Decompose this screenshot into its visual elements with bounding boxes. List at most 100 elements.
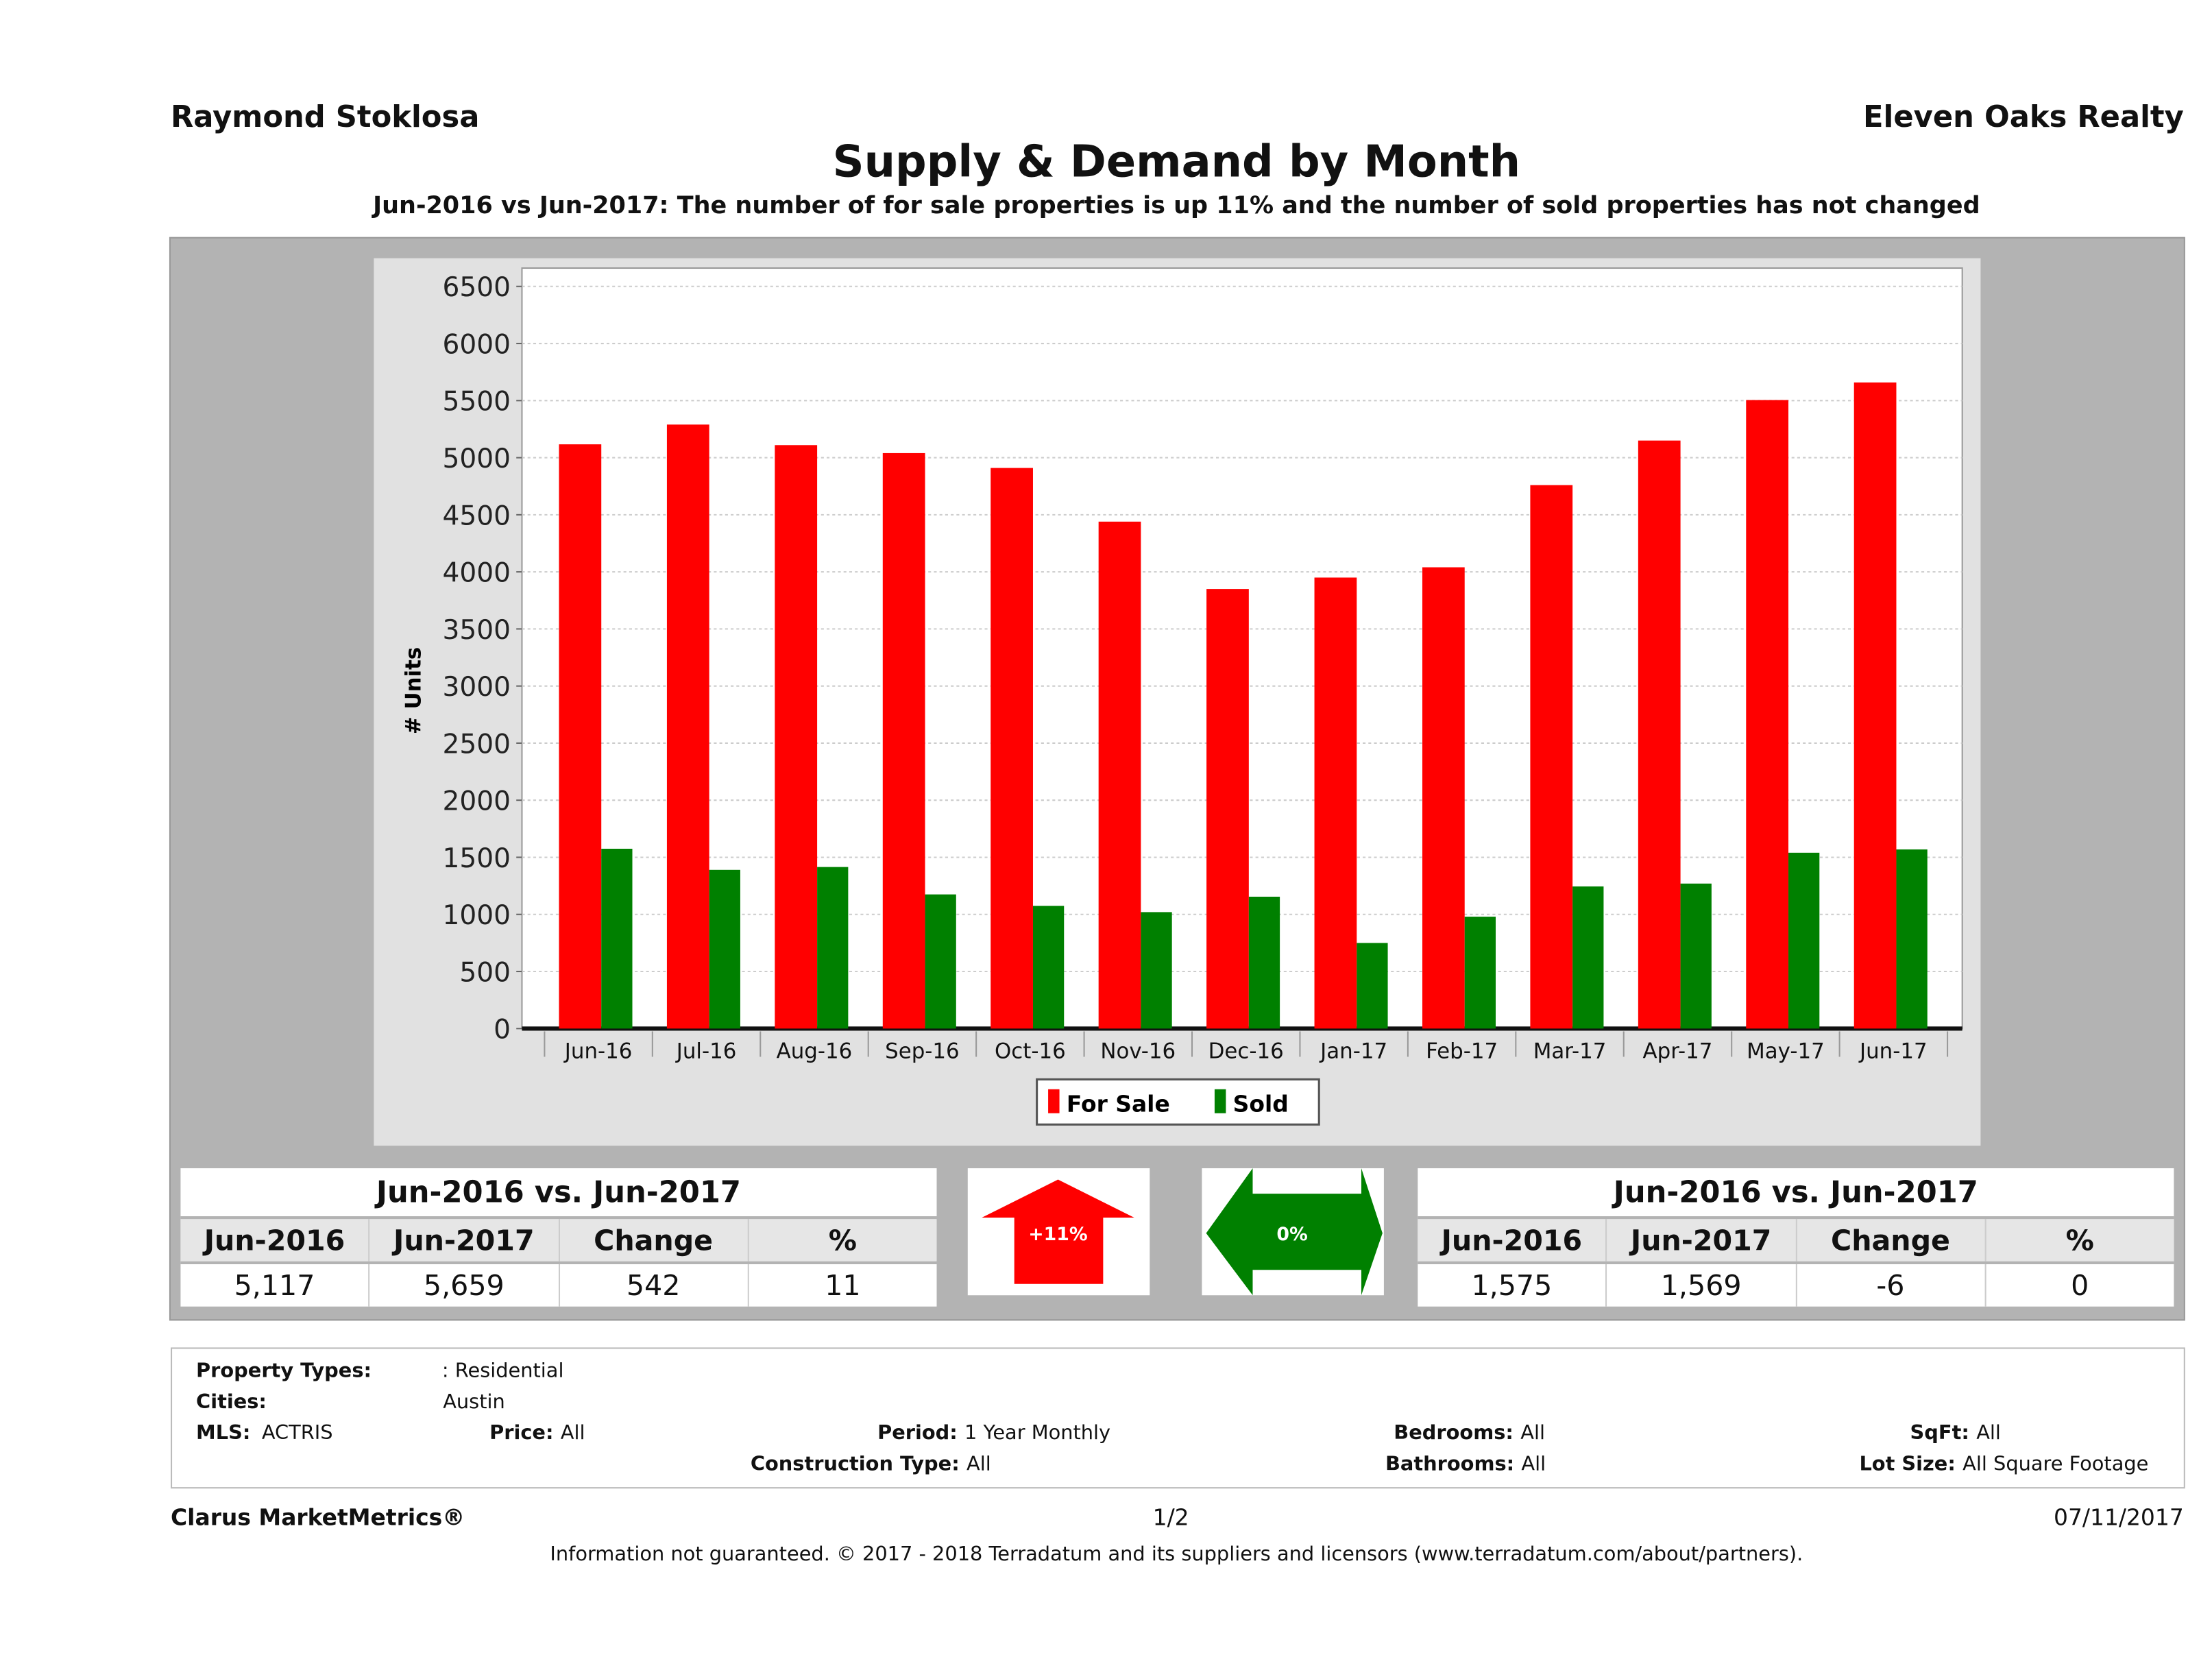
mls-label: MLS:: [196, 1422, 251, 1445]
for-sale-table-title: Jun-2016 vs. Jun-2017: [376, 1175, 741, 1209]
lot-size-value: All Square Footage: [1962, 1453, 2149, 1476]
value-cell: 5,659: [370, 1264, 559, 1307]
cities-value: Austin: [443, 1391, 505, 1414]
price-label: Price:: [489, 1422, 554, 1445]
cities-label: Cities:: [196, 1391, 267, 1414]
bar-for-sale: [775, 445, 818, 1029]
sqft-value: All: [1976, 1422, 2001, 1445]
header-cell: Jun-2016: [180, 1219, 370, 1261]
bar-sold: [925, 894, 956, 1029]
bedrooms-label: Bedrooms:: [1394, 1422, 1514, 1445]
sqft-label: SqFt:: [1910, 1422, 1969, 1445]
x-tick-label: Mar-17: [1533, 1039, 1607, 1064]
header-cell: Jun-2017: [370, 1219, 559, 1261]
value-cell: 542: [559, 1264, 749, 1307]
header-cell: Jun-2017: [1607, 1219, 1797, 1261]
bar-for-sale: [1638, 440, 1681, 1029]
property-types-label: Property Types:: [196, 1360, 372, 1383]
sold-table: Jun-2016 vs. Jun-2017 Jun-2016 Jun-2017 …: [1418, 1168, 2174, 1307]
property-types-value: : Residential: [441, 1360, 564, 1383]
y-tick-label: 2000: [442, 786, 511, 817]
x-tick-label: Dec-16: [1208, 1039, 1284, 1064]
sold-table-title: Jun-2016 vs. Jun-2017: [1613, 1175, 1978, 1209]
x-tick-label: May-17: [1747, 1039, 1825, 1064]
value-cell: -6: [1797, 1264, 1986, 1307]
construction-label: Construction Type:: [750, 1453, 960, 1476]
bar-sold: [1032, 906, 1065, 1029]
mls-value: ACTRIS: [261, 1422, 333, 1445]
bar-for-sale: [882, 452, 925, 1029]
x-tick-label: Nov-16: [1100, 1039, 1176, 1064]
filter-criteria-box: Property Types: : Residential Cities: Aust…: [171, 1347, 2185, 1489]
bar-for-sale: [1422, 567, 1465, 1029]
y-tick-label: 3500: [442, 615, 511, 646]
x-tick-label: Jan-17: [1319, 1039, 1387, 1064]
bar-sold: [1141, 912, 1172, 1029]
bar-for-sale: [666, 424, 709, 1029]
value-cell: 1,569: [1607, 1264, 1797, 1307]
x-tick-label: Jun-17: [1858, 1039, 1928, 1064]
y-tick-label: 5500: [442, 387, 511, 418]
construction-filter: Construction Type: All: [751, 1453, 991, 1476]
y-tick-label: 2500: [442, 729, 511, 760]
property-types-filter: Property Types: : Residential: [196, 1360, 563, 1383]
bar-sold: [817, 867, 849, 1029]
x-tick-label: Feb-17: [1426, 1039, 1498, 1064]
for-sale-change-label: +11%: [1028, 1224, 1087, 1245]
bar-for-sale: [1530, 485, 1573, 1029]
y-tick-label: 5000: [442, 444, 511, 474]
bathrooms-value: All: [1521, 1453, 1546, 1476]
x-tick-label: Sep-16: [885, 1039, 960, 1064]
period-filter: Period: 1 Year Monthly: [877, 1422, 1110, 1445]
bar-sold: [1896, 849, 1928, 1029]
bar-sold: [1248, 896, 1280, 1029]
lot-size-filter: Lot Size: All Square Footage: [1859, 1453, 2148, 1476]
x-tick-label: Oct-16: [995, 1039, 1066, 1064]
value-cell: 0: [2071, 1268, 2089, 1303]
value-cell: 1,575: [1418, 1264, 1607, 1307]
bar-sold: [709, 869, 740, 1029]
sqft-filter: SqFt: All: [1910, 1422, 2001, 1445]
header-cell: %: [828, 1223, 858, 1257]
bathrooms-filter: Bathrooms: All: [1385, 1453, 1546, 1476]
bar-for-sale: [1854, 382, 1897, 1029]
legend-box: [1036, 1078, 1320, 1126]
product-name: Clarus MarketMetrics®: [171, 1503, 465, 1531]
x-tick-label: Aug-16: [777, 1039, 853, 1064]
mls-filter: MLS: ACTRIS: [196, 1422, 333, 1445]
y-tick-label: 6000: [442, 329, 511, 360]
x-tick-label: Jul-16: [675, 1039, 737, 1064]
bar-sold: [1572, 886, 1604, 1029]
y-tick-label: 3000: [442, 672, 511, 703]
page-number: 1/2: [1152, 1503, 1189, 1531]
y-tick-label: 4000: [442, 558, 511, 589]
bar-for-sale: [1746, 400, 1789, 1029]
y-tick-label: 500: [459, 957, 511, 988]
y-tick-label: 6500: [442, 272, 511, 303]
value-cell: 5,117: [180, 1264, 370, 1307]
disclaimer: Information not guaranteed. © 2017 - 201…: [550, 1543, 1803, 1567]
report-title: Supply & Demand by Month: [832, 136, 1521, 188]
x-tick-label: Apr-17: [1643, 1039, 1713, 1064]
left-right-arrow-icon: 0%: [1206, 1168, 1383, 1296]
bar-for-sale: [559, 444, 602, 1029]
brokerage-name: Eleven Oaks Realty: [1863, 100, 2184, 134]
bar-sold: [1680, 883, 1712, 1029]
bedrooms-value: All: [1520, 1422, 1545, 1445]
bar-for-sale: [1314, 577, 1357, 1029]
header-cell: Change: [559, 1219, 749, 1261]
header-cell: Change: [1797, 1219, 1986, 1261]
bar-for-sale: [1098, 521, 1141, 1029]
legend-swatch: [1048, 1089, 1060, 1113]
chart-area: 0 500 1000 1500 2000 2500 3000 3500 4000 4500 5000…: [374, 258, 1981, 1146]
price-value: All: [560, 1422, 585, 1445]
lot-size-label: Lot Size:: [1859, 1453, 1956, 1476]
period-label: Period:: [877, 1422, 958, 1445]
bar-for-sale: [1206, 589, 1249, 1029]
sold-indicator: 0%: [1202, 1168, 1384, 1296]
bathrooms-label: Bathrooms:: [1385, 1453, 1515, 1476]
bar-for-sale: [990, 468, 1033, 1029]
report-date: 07/11/2017: [2053, 1503, 2184, 1531]
cities-filter: Cities: Austin: [196, 1391, 505, 1414]
